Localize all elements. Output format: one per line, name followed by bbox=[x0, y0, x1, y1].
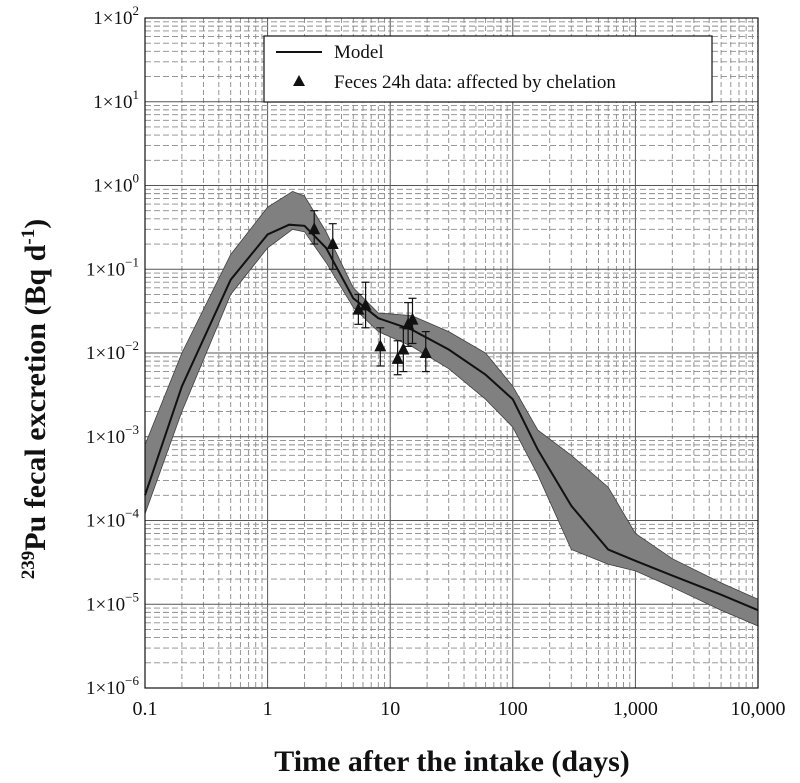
x-tick-label: 0.1 bbox=[133, 698, 158, 720]
data-point-triangle bbox=[406, 312, 419, 325]
data-point-triangle bbox=[374, 339, 387, 352]
x-tick-label: 1 bbox=[263, 698, 273, 720]
y-tick-label: 1×10−6 bbox=[86, 673, 140, 699]
plot-frame bbox=[144, 17, 759, 689]
data-point bbox=[391, 340, 404, 376]
data-point-triangle bbox=[419, 346, 432, 358]
x-tick-label: 100 bbox=[498, 698, 528, 720]
data-point-triangle bbox=[359, 298, 372, 311]
y-tick-label: 1×102 bbox=[93, 3, 139, 29]
legend-label-data: Feces 24h data: affected by chelation bbox=[334, 72, 616, 93]
data-point bbox=[374, 327, 387, 367]
x-tick-label: 10,000 bbox=[731, 698, 786, 720]
y-axis-title: 239Pu fecal excretion (Bq d-1) bbox=[18, 219, 52, 579]
y-tick-label: 1×10−1 bbox=[86, 254, 139, 280]
data-point-triangle bbox=[352, 302, 365, 315]
data-point-triangle bbox=[326, 237, 339, 250]
x-tick-label: 1,000 bbox=[613, 698, 658, 720]
y-tick-label: 1×101 bbox=[93, 87, 139, 113]
y-tick-label: 1×10−5 bbox=[86, 589, 139, 615]
legend-box bbox=[263, 35, 713, 103]
y-tick-label: 1×100 bbox=[93, 171, 139, 197]
legend-triangle-marker bbox=[293, 75, 305, 86]
model-line bbox=[144, 223, 759, 612]
y-axis-title-text: Pu fecal excretion (Bq d bbox=[19, 244, 52, 550]
y-tick-label: 1×10−2 bbox=[86, 338, 139, 364]
x-tick-label: 10 bbox=[380, 698, 400, 720]
data-point bbox=[352, 293, 365, 325]
y-tick-labels: 1×10−6 1×10−5 1×10−4 1×10−3 1×10−2 1×10−1 1×10… bbox=[86, 3, 140, 699]
data-point bbox=[406, 297, 419, 345]
x-tick-labels: 0.1 1 10 100 1,000 10,000 bbox=[133, 698, 786, 720]
x-axis-title: Time after the intake (days) bbox=[274, 745, 630, 778]
data-point bbox=[359, 281, 372, 329]
y-axis-title-isotope: 239 bbox=[18, 551, 39, 580]
data-point-triangle bbox=[391, 351, 404, 364]
y-tick-label: 1×10−4 bbox=[86, 506, 140, 532]
y-axis-title-exponent: -1 bbox=[18, 229, 39, 245]
y-tick-label: 1×10−3 bbox=[86, 422, 139, 448]
data-point-triangle bbox=[397, 342, 410, 355]
legend: Model Feces 24h data: affected by chelat… bbox=[263, 35, 713, 103]
y-axis-title-close: ) bbox=[19, 219, 52, 229]
uncertainty-band bbox=[144, 190, 759, 627]
legend-label-model: Model bbox=[334, 42, 384, 63]
